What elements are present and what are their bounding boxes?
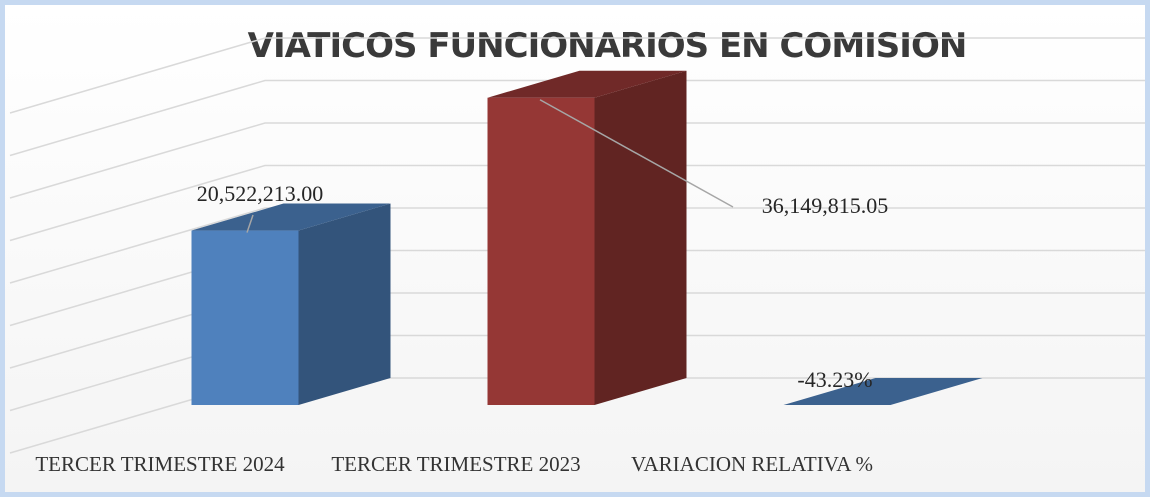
bar-side: [594, 70, 687, 406]
chart-title: VIATICOS FUNCIONARIOS EN COMISION: [248, 26, 967, 66]
grid-line: [9, 37, 1145, 114]
bar-side: [890, 378, 983, 406]
data-label: 20,522,213.00: [197, 181, 324, 206]
bar: [191, 230, 299, 405]
bar-side: [298, 203, 391, 405]
chart: VIATICOS FUNCIONARIOS EN COMISION 20,522…: [9, 26, 1145, 454]
data-label: 36,149,815.05: [762, 193, 889, 218]
x-tick-label: TERCER TRIMESTRE 2023: [331, 452, 581, 476]
grid-line: [9, 207, 1145, 284]
bar: [487, 97, 595, 406]
x-tick-label: TERCER TRIMESTRE 2024: [35, 452, 285, 476]
leader-line: [246, 214, 254, 233]
leader-line: [539, 99, 734, 208]
x-tick-label: VARIACION RELATIVA %: [631, 452, 873, 476]
grid-line: [9, 79, 1145, 157]
grid-line: [9, 122, 1145, 199]
bar-top: [191, 203, 391, 231]
data-label: -43.23%: [797, 367, 872, 392]
bar-top: [487, 70, 687, 98]
grid-line: [9, 164, 1145, 242]
bar-top: [783, 378, 983, 405]
